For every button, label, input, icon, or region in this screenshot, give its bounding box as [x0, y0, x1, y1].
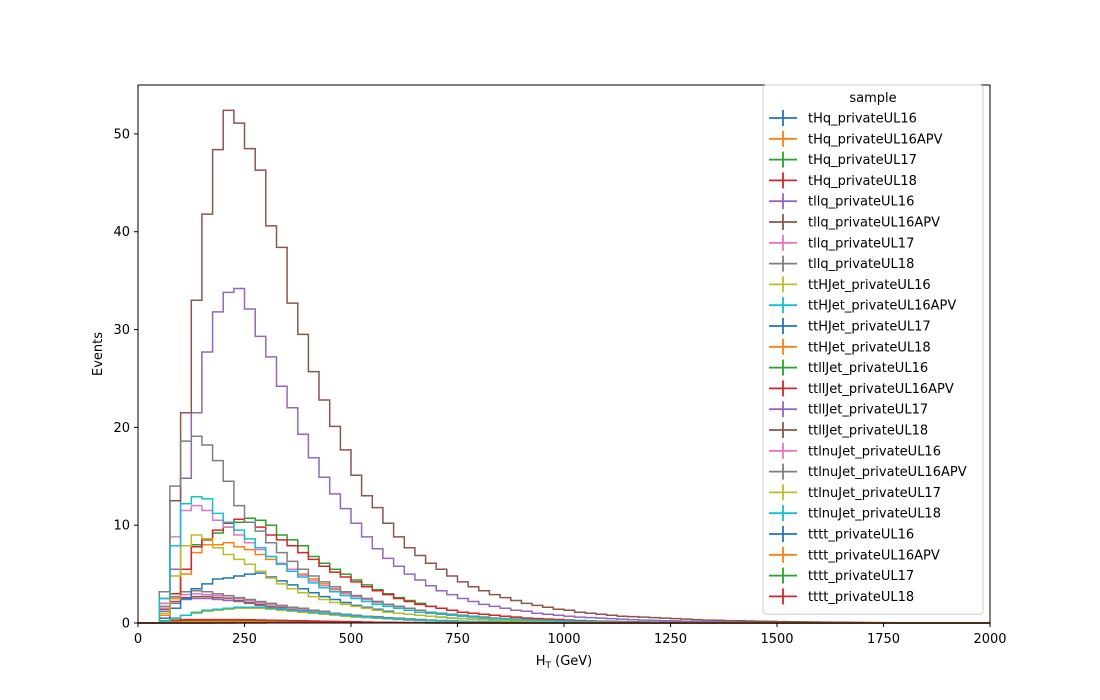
legend-entry: ttlnuJet_privateUL18 — [769, 505, 941, 522]
x-tick-label: 750 — [445, 632, 470, 647]
x-tick-label: 0 — [134, 632, 142, 647]
legend-entry: tHq_privateUL17 — [769, 151, 917, 168]
legend-entry: tllq_privateUL16 — [769, 193, 914, 210]
legend-entry: tttt_privateUL16APV — [769, 546, 940, 563]
series-line — [138, 109, 991, 624]
legend: sample tHq_privateUL16 tHq_privateUL16APV… — [762, 84, 984, 615]
legend-entry: ttllJet_privateUL18 — [769, 422, 928, 439]
legend-entry: tllq_privateUL18 — [769, 255, 914, 272]
legend-entry: tttt_privateUL16 — [769, 526, 914, 543]
legend-label: tttt_privateUL16APV — [808, 548, 940, 563]
legend-label: ttllJet_privateUL17 — [808, 403, 928, 418]
legend-entry: ttllJet_privateUL17 — [769, 401, 928, 418]
y-axis-label: Events — [91, 332, 106, 376]
x-tick-label: 1500 — [760, 632, 793, 647]
legend-entry: tllq_privateUL16APV — [769, 214, 940, 231]
legend-label: tttt_privateUL16 — [808, 528, 914, 543]
legend-entry: tttt_privateUL17 — [769, 567, 914, 584]
x-axis-label-main: H — [536, 654, 546, 669]
y-tick-label: 30 — [113, 323, 130, 338]
legend-label: tHq_privateUL18 — [808, 174, 917, 189]
legend-label: ttHJet_privateUL16 — [808, 278, 931, 293]
legend-entry: ttHJet_privateUL18 — [769, 338, 931, 355]
x-tick-label: 250 — [232, 632, 257, 647]
y-tick-label: 0 — [122, 617, 130, 632]
legend-entry: tHq_privateUL18 — [769, 172, 917, 189]
legend-entry: ttlnuJet_privateUL17 — [769, 484, 941, 501]
legend-label: tllq_privateUL17 — [808, 236, 914, 251]
legend-label: ttllJet_privateUL16 — [808, 361, 928, 376]
legend-label: tHq_privateUL16APV — [808, 132, 943, 147]
legend-entry: ttlnuJet_privateUL16APV — [769, 463, 967, 480]
legend-entry: ttlnuJet_privateUL16 — [769, 442, 941, 459]
x-tick-label: 1000 — [547, 632, 580, 647]
legend-label: tllq_privateUL16 — [808, 195, 914, 210]
legend-box — [762, 84, 984, 615]
legend-label: ttllJet_privateUL18 — [808, 424, 928, 439]
x-tick-label: 2000 — [973, 632, 1006, 647]
x-axis: 0 250 500 750 1000 1250 1500 1750 2000 — [134, 623, 1007, 647]
legend-entry: tllq_privateUL17 — [769, 234, 914, 251]
x-axis-label: HT (GeV) — [536, 654, 593, 671]
legend-label: ttlnuJet_privateUL17 — [808, 486, 941, 501]
legend-label: ttHJet_privateUL17 — [808, 320, 931, 335]
legend-label: tttt_privateUL17 — [808, 569, 914, 584]
legend-label: tllq_privateUL16APV — [808, 216, 940, 231]
y-tick-label: 10 — [113, 519, 130, 534]
legend-entry: tttt_privateUL18 — [769, 588, 914, 605]
legend-title: sample — [849, 91, 896, 106]
legend-label: ttHJet_privateUL16APV — [808, 299, 956, 314]
legend-label: tttt_privateUL18 — [808, 590, 914, 605]
legend-label: tHq_privateUL16 — [808, 112, 917, 127]
legend-entry: ttHJet_privateUL16APV — [769, 297, 956, 314]
legend-entry: ttllJet_privateUL16APV — [769, 380, 954, 397]
legend-entries: tHq_privateUL16 tHq_privateUL16APV tHq_pri… — [769, 110, 967, 605]
y-tick-label: 50 — [113, 127, 130, 142]
legend-entry: ttHJet_privateUL16 — [769, 276, 931, 293]
x-tick-label: 500 — [339, 632, 364, 647]
legend-entry: tHq_privateUL16 — [769, 110, 917, 127]
x-axis-label-subscript: T — [545, 661, 552, 671]
legend-label: ttHJet_privateUL18 — [808, 340, 931, 355]
legend-label: tHq_privateUL17 — [808, 153, 917, 168]
legend-label: tllq_privateUL18 — [808, 257, 914, 272]
x-tick-label: 1750 — [867, 632, 900, 647]
y-axis: 0 10 20 30 40 50 — [113, 127, 138, 632]
legend-entry: tHq_privateUL16APV — [769, 130, 943, 147]
y-tick-label: 40 — [113, 225, 130, 240]
legend-label: ttllJet_privateUL16APV — [808, 382, 954, 397]
x-axis-label-unit: (GeV) — [551, 654, 592, 669]
y-tick-label: 20 — [113, 421, 130, 436]
x-tick-label: 1250 — [654, 632, 687, 647]
legend-entry: ttllJet_privateUL16 — [769, 359, 928, 376]
legend-label: ttlnuJet_privateUL16 — [808, 444, 941, 459]
legend-entry: ttHJet_privateUL17 — [769, 318, 931, 335]
legend-label: ttlnuJet_privateUL16APV — [808, 465, 967, 480]
legend-label: ttlnuJet_privateUL18 — [808, 507, 941, 522]
